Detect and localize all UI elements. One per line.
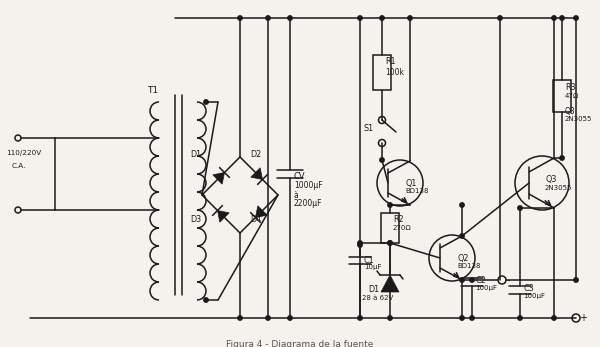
Text: S1: S1 [364, 124, 374, 133]
Circle shape [460, 278, 464, 282]
Text: D4: D4 [250, 215, 261, 224]
Text: 100μF: 100μF [475, 285, 497, 291]
Text: Q2: Q2 [457, 254, 469, 263]
Text: 2N3055: 2N3055 [545, 185, 572, 191]
Text: 110/220V: 110/220V [6, 150, 41, 156]
Circle shape [574, 16, 578, 20]
Circle shape [552, 16, 556, 20]
Circle shape [288, 16, 292, 20]
Text: 47Ω: 47Ω [565, 93, 579, 99]
Circle shape [518, 316, 522, 320]
Polygon shape [213, 172, 224, 184]
Text: 1000μF: 1000μF [294, 181, 323, 190]
Text: CV: CV [294, 172, 305, 181]
Circle shape [460, 234, 464, 238]
Circle shape [358, 241, 362, 245]
Circle shape [238, 16, 242, 20]
Text: 2200μF: 2200μF [294, 199, 323, 208]
Circle shape [470, 278, 474, 282]
Text: D2: D2 [250, 150, 261, 159]
Circle shape [498, 16, 502, 20]
Polygon shape [381, 275, 399, 292]
Text: Q1: Q1 [405, 179, 416, 188]
Circle shape [204, 298, 208, 302]
Circle shape [204, 100, 208, 104]
Circle shape [408, 16, 412, 20]
Text: BD138: BD138 [405, 188, 428, 194]
Text: 10μF: 10μF [364, 264, 382, 270]
Text: 100μF: 100μF [523, 293, 545, 299]
Circle shape [460, 316, 464, 320]
Circle shape [552, 316, 556, 320]
Text: 270Ω: 270Ω [393, 225, 412, 231]
Circle shape [470, 316, 474, 320]
Polygon shape [217, 211, 229, 222]
Text: T1: T1 [147, 86, 158, 95]
Text: C2: C2 [475, 276, 486, 285]
Text: D3: D3 [190, 215, 201, 224]
Text: Figura 4 - Diagrama de la fuente: Figura 4 - Diagrama de la fuente [226, 340, 374, 347]
Circle shape [380, 16, 384, 20]
Circle shape [388, 203, 392, 207]
Text: D1: D1 [190, 150, 201, 159]
Circle shape [388, 241, 392, 245]
Circle shape [238, 316, 242, 320]
Text: +: + [579, 313, 587, 323]
Text: R1: R1 [385, 57, 395, 66]
Circle shape [358, 16, 362, 20]
Text: R2: R2 [393, 215, 404, 224]
Text: D1: D1 [368, 285, 379, 294]
Text: R3: R3 [565, 83, 575, 92]
Text: BD138: BD138 [457, 263, 481, 269]
Text: 2N3055: 2N3055 [565, 116, 592, 122]
Circle shape [460, 203, 464, 207]
Text: C1: C1 [364, 256, 374, 265]
Circle shape [560, 156, 564, 160]
Circle shape [380, 158, 384, 162]
Polygon shape [256, 206, 267, 218]
Text: C.A.: C.A. [12, 163, 26, 169]
Circle shape [288, 316, 292, 320]
Circle shape [518, 206, 522, 210]
Circle shape [266, 16, 270, 20]
Text: Q3: Q3 [565, 107, 576, 116]
Polygon shape [251, 168, 263, 179]
Text: 28 à 62V: 28 à 62V [362, 295, 393, 301]
Circle shape [574, 278, 578, 282]
Circle shape [560, 16, 564, 20]
Circle shape [388, 316, 392, 320]
Circle shape [388, 241, 392, 245]
Circle shape [358, 243, 362, 247]
Text: -: - [507, 275, 511, 285]
Text: C3: C3 [523, 284, 533, 293]
Text: à: à [294, 191, 299, 200]
Circle shape [266, 316, 270, 320]
Circle shape [358, 316, 362, 320]
Text: Q3: Q3 [545, 175, 556, 184]
Text: 100k: 100k [385, 68, 404, 77]
